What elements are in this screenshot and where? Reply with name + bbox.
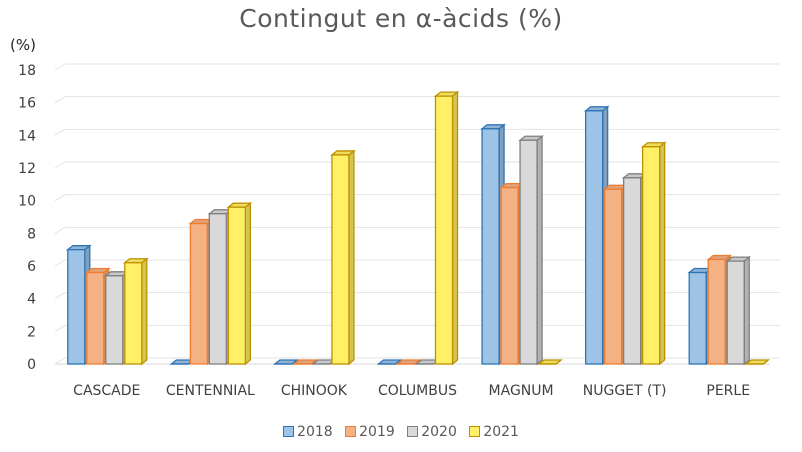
bar-front bbox=[707, 258, 726, 365]
x-tick-label-centennial: CENTENNIAL bbox=[166, 383, 255, 399]
x-tick-label-nugget-t-: NUGGET (T) bbox=[583, 383, 667, 399]
gridline-depth-8 bbox=[54, 226, 66, 234]
legend-label-2021: 2021 bbox=[483, 424, 519, 440]
y-axis-unit-label: (%) bbox=[10, 36, 36, 54]
bar-side bbox=[451, 90, 459, 366]
gridline-depth-12 bbox=[54, 161, 66, 169]
bar-front bbox=[688, 271, 707, 365]
bar-front bbox=[86, 271, 105, 365]
gridline-depth-16 bbox=[54, 96, 66, 104]
bar-side bbox=[536, 134, 543, 366]
y-tick-label-6: 6 bbox=[27, 259, 36, 275]
bar-front bbox=[500, 186, 519, 365]
bar-front bbox=[331, 154, 350, 365]
bar-front bbox=[208, 213, 228, 365]
bar-nugget-t--2021 bbox=[640, 141, 667, 366]
y-tick-label-12: 12 bbox=[18, 161, 36, 177]
legend-item-2018: 2018 bbox=[283, 424, 333, 440]
bar-side bbox=[658, 141, 666, 366]
y-tick-label-0: 0 bbox=[27, 357, 36, 373]
bar-front bbox=[67, 249, 86, 365]
bar-columbus-2018 bbox=[376, 359, 403, 365]
bar-chinook-2021 bbox=[330, 149, 356, 366]
gridline-depth-0 bbox=[54, 357, 66, 365]
legend: 2018 2019 2020 2021 bbox=[0, 424, 802, 440]
bar-front bbox=[622, 177, 642, 365]
bar-perle-2020 bbox=[725, 255, 752, 366]
x-tick-label-chinook: CHINOOK bbox=[281, 383, 348, 399]
bar-magnum-2021 bbox=[537, 359, 563, 365]
bar-front bbox=[519, 139, 538, 365]
legend-swatch-2020 bbox=[407, 426, 419, 437]
y-tick-label-18: 18 bbox=[18, 63, 36, 79]
chart-title: Contingut en α-àcids (%) bbox=[239, 4, 563, 33]
legend-item-2021: 2021 bbox=[469, 424, 519, 440]
bar-columbus-2019 bbox=[395, 359, 422, 365]
legend-swatch-2021 bbox=[469, 426, 481, 437]
x-tick-label-perle: PERLE bbox=[706, 383, 750, 399]
bar-chinook-2018 bbox=[273, 359, 299, 365]
gridline-depth-10 bbox=[54, 194, 66, 202]
bar-front bbox=[584, 110, 604, 365]
bar-front bbox=[105, 275, 124, 365]
x-tick-label-magnum: MAGNUM bbox=[489, 383, 554, 399]
bar-side bbox=[141, 257, 148, 366]
bar-front bbox=[124, 262, 143, 365]
y-tick-label-8: 8 bbox=[27, 226, 36, 242]
gridline-depth-2 bbox=[54, 324, 66, 332]
bar-front bbox=[189, 222, 209, 365]
legend-label-2018: 2018 bbox=[297, 424, 333, 440]
y-tick-label-14: 14 bbox=[18, 128, 36, 144]
bar-front bbox=[726, 260, 745, 365]
bar-magnum-2020 bbox=[518, 134, 544, 366]
bar-cascade-2021 bbox=[122, 257, 149, 366]
gridline-depth-4 bbox=[54, 292, 66, 300]
y-tick-label-16: 16 bbox=[18, 96, 36, 112]
bar-front bbox=[641, 146, 661, 365]
legend-item-2019: 2019 bbox=[345, 424, 395, 440]
gridline-depth-18 bbox=[54, 63, 66, 71]
bar-front bbox=[481, 128, 500, 365]
bar-magnum-2018 bbox=[480, 123, 506, 366]
legend-swatch-2018 bbox=[283, 426, 295, 437]
x-tick-label-cascade: CASCADE bbox=[73, 383, 140, 399]
gridline-depth-6 bbox=[54, 259, 66, 267]
legend-label-2020: 2020 bbox=[421, 424, 457, 440]
bar-centennial-2020 bbox=[207, 208, 234, 366]
y-tick-label-10: 10 bbox=[18, 194, 36, 210]
bar-perle-2021 bbox=[744, 359, 771, 365]
gridline-depth-14 bbox=[54, 128, 66, 136]
x-tick-label-columbus: COLUMBUS bbox=[378, 383, 457, 399]
bar-side bbox=[244, 201, 252, 366]
legend-label-2019: 2019 bbox=[359, 424, 395, 440]
bar-front bbox=[227, 206, 247, 365]
y-tick-label-4: 4 bbox=[27, 292, 36, 308]
bar-side bbox=[743, 255, 750, 366]
legend-swatch-2019 bbox=[345, 426, 357, 437]
bar-centennial-2021 bbox=[226, 201, 253, 366]
bar-columbus-2021 bbox=[433, 90, 460, 366]
bar-chinook-2019 bbox=[292, 359, 318, 365]
y-tick-label-2: 2 bbox=[27, 324, 36, 340]
legend-item-2020: 2020 bbox=[407, 424, 457, 440]
bar-front bbox=[603, 188, 623, 365]
bar-front bbox=[434, 95, 454, 365]
bar-side bbox=[348, 149, 355, 366]
